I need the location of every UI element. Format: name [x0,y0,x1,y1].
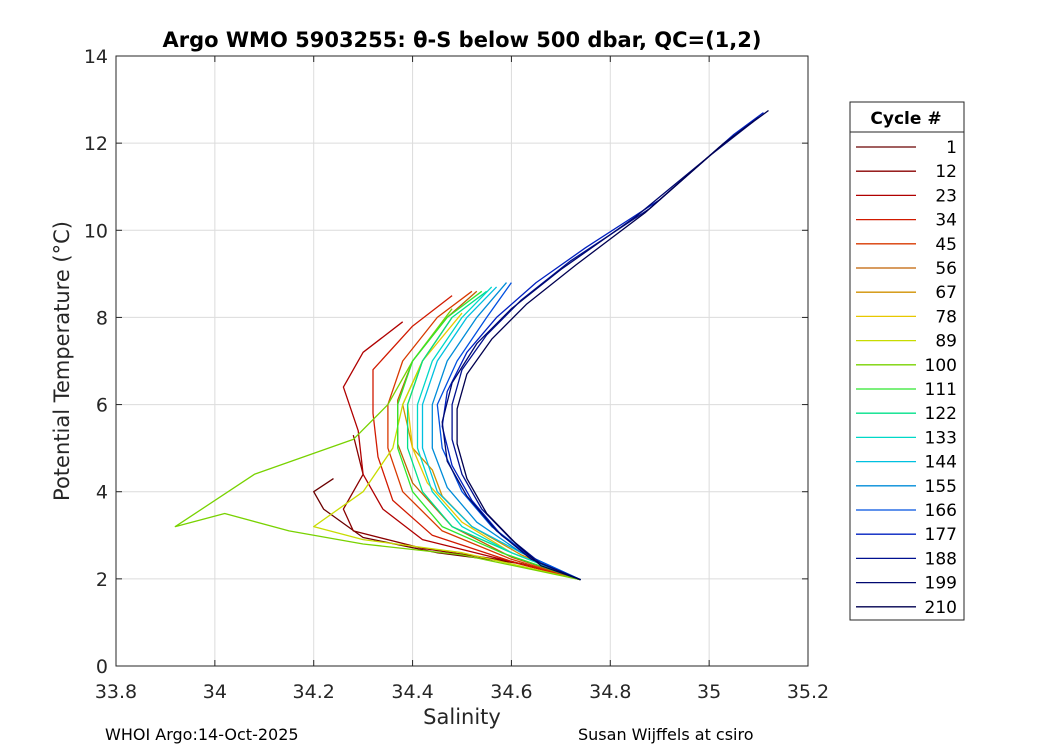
legend-label-cycle-111: 111 [925,380,957,400]
series-line-cycle-89 [313,360,581,581]
x-tick-label: 35.2 [787,681,829,703]
legend-label-cycle-23: 23 [935,186,957,206]
x-tick-label: 34.4 [391,681,433,703]
series-line-cycle-199 [441,120,755,581]
legend-title: Cycle # [870,109,941,129]
series-line-cycle-155 [431,282,581,581]
chart-title: Argo WMO 5903255: θ-S below 500 dbar, QC… [163,28,762,52]
x-axis-label: Salinity [423,705,501,729]
footer-right: Susan Wijffels at csiro [578,725,754,744]
legend-label-cycle-100: 100 [925,356,957,376]
legend-label-cycle-1: 1 [946,138,957,158]
legend-label-cycle-133: 133 [925,428,957,448]
series-line-cycle-111 [397,290,581,581]
series-line-cycle-23 [342,321,581,581]
series-group [174,109,769,581]
y-tick-label: 8 [96,307,108,329]
legend-label-cycle-78: 78 [935,307,957,327]
footer-left: WHOI Argo:14-Oct-2025 [105,725,299,744]
x-tick-label: 34.2 [293,681,335,703]
legend-label-cycle-210: 210 [925,598,957,618]
x-tick-label: 34 [203,681,227,703]
legend-label-cycle-56: 56 [935,259,957,279]
x-axis: 33.8 34 34.2 34.4 34.6 34.8 35 35.2 [95,56,829,703]
series-line-cycle-122 [406,290,581,581]
legend-label-cycle-155: 155 [925,477,957,497]
legend-label-cycle-45: 45 [935,235,957,255]
y-tick-label: 12 [84,133,108,155]
legend-label-cycle-34: 34 [935,211,957,231]
x-tick-label: 34.8 [589,681,631,703]
y-tick-label: 4 [96,482,108,504]
legend-label-cycle-177: 177 [925,525,957,545]
legend-label-cycle-188: 188 [925,549,957,569]
series-line-cycle-166 [436,282,581,581]
plot-frame [115,55,809,667]
legend-label-cycle-199: 199 [925,574,957,594]
legend-items: 1 12 23 34 45 56 67 78 89 100 111 122 133 144 155 166 17… [856,138,957,618]
legend-label-cycle-89: 89 [935,332,957,352]
legend-label-cycle-144: 144 [925,453,957,473]
y-tick-label: 2 [96,569,108,591]
series-line-cycle-45 [387,290,581,581]
legend-label-cycle-67: 67 [935,283,957,303]
legend-label-cycle-12: 12 [935,162,957,182]
y-tick-label: 10 [84,220,108,242]
y-tick-label: 6 [96,395,108,417]
series-line-cycle-210 [456,109,769,581]
y-axis-label: Potential Temperature (°C) [50,221,74,501]
legend: Cycle # 1 12 23 34 45 56 67 78 89 100 111 122 133 144… [849,101,965,621]
series-line-cycle-133 [416,286,581,581]
legend-label-cycle-122: 122 [925,404,957,424]
legend-label-cycle-166: 166 [925,501,957,521]
x-tick-label: 33.8 [95,681,137,703]
x-tick-label: 34.6 [490,681,532,703]
series-line-cycle-34 [372,295,581,581]
y-axis: 0 2 4 6 8 10 12 14 [84,46,808,678]
series-line-cycle-144 [421,286,581,581]
y-tick-label: 14 [84,46,108,68]
y-tick-label: 0 [96,656,108,678]
x-tick-label: 35 [697,681,721,703]
series-line-cycle-100 [174,308,581,581]
